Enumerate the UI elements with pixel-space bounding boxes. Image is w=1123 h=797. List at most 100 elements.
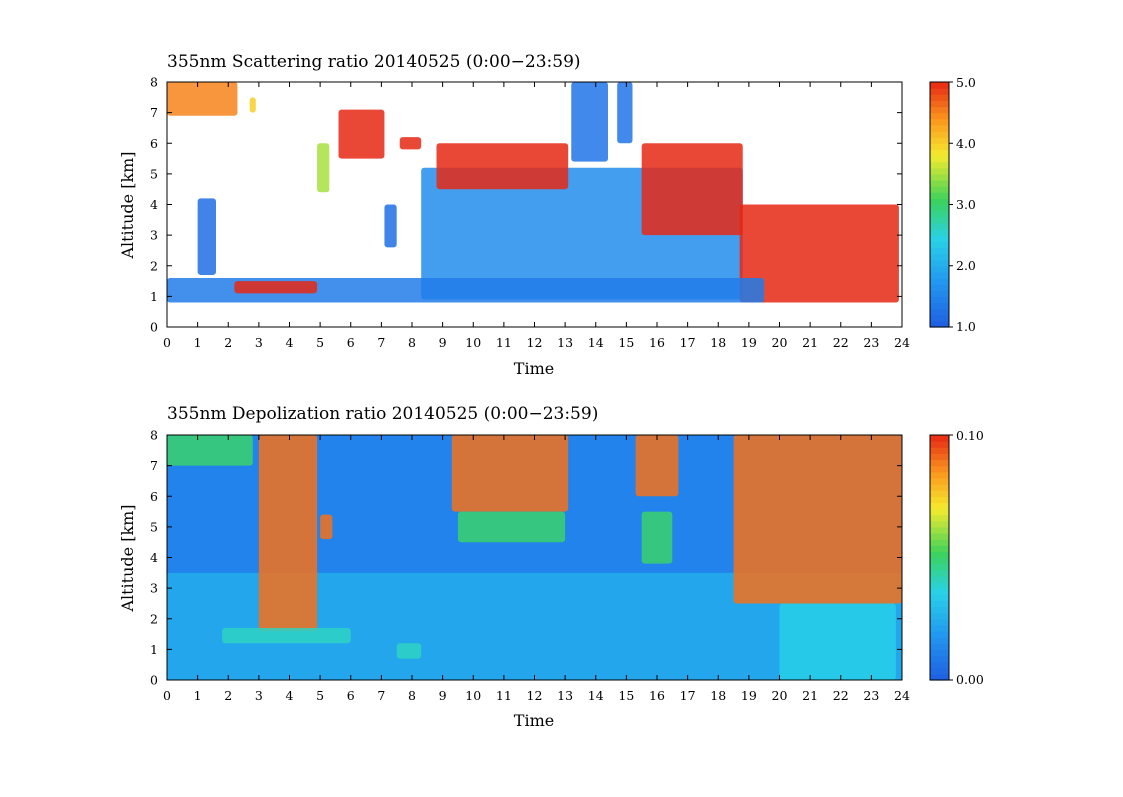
x-tick-label: 22 [833,688,849,703]
x-tick-label: 23 [863,688,879,703]
depolarization-feature-7 [451,435,569,512]
colorbar-band [930,88,949,95]
x-tick-label: 9 [439,688,447,703]
scattering-feature-2 [197,198,216,275]
colorbar-band [930,612,949,620]
x-tick-label: 18 [710,688,726,703]
x-tick-label: 15 [618,335,634,350]
colorbar-band [930,198,949,206]
scattering-feature-5 [338,109,385,159]
x-tick-label: 10 [465,335,481,350]
scattering-feature-7 [399,137,422,150]
colorbar-band [930,502,949,510]
scattering-y-axis-label: Altitude [km] [118,151,137,259]
x-tick-label: 24 [894,688,910,703]
depolarization-feature-10 [641,511,673,564]
colorbar-band [930,545,949,552]
x-tick-label: 10 [465,688,481,703]
colorbar-band [930,582,949,589]
x-tick-label: 0 [163,688,171,703]
colorbar-band [930,441,949,448]
colorbar-band [930,575,949,583]
depolarization-feature-3 [258,435,318,631]
depolarization-colorbar-label-min: 0.00 [956,672,984,687]
colorbar-band [930,180,949,187]
x-tick-label: 19 [741,688,757,703]
colorbar-band [930,637,949,644]
colorbar-band [930,278,949,285]
x-tick-label: 24 [894,335,910,350]
y-tick-label: 0 [150,320,158,335]
scattering-feature-10 [571,82,608,162]
colorbar-band [930,131,949,138]
colorbar-band [930,490,949,497]
colorbar-band [930,106,949,114]
colorbar-band [930,94,949,101]
colorbar-band [930,124,949,132]
colorbar-band [930,477,949,485]
x-tick-label: 4 [286,335,294,350]
colorbar-band [930,496,949,503]
x-tick-label: 8 [408,335,416,350]
depolarization-feature-4 [320,514,333,540]
y-tick-label: 0 [150,673,158,688]
x-tick-label: 16 [649,335,665,350]
depolarization-colorbar-frame [929,434,950,681]
x-tick-label: 21 [802,335,818,350]
x-tick-label: 7 [377,688,385,703]
colorbar-band [930,118,949,126]
scattering-feature-9 [436,143,569,190]
colorbar-band [930,435,949,442]
scattering-feature-4 [317,143,330,193]
scattering-chart-title: 355nm Scattering ratio 20140525 (0:00−23… [167,52,581,72]
x-tick-label: 6 [347,688,355,703]
y-tick-label: 8 [150,75,158,90]
colorbar-band [930,247,949,255]
x-tick-label: 9 [439,335,447,350]
scattering-colorbar-ticks [949,81,953,328]
x-tick-label: 14 [588,335,604,350]
depolarization-colorbar: 0.00 0.10 [929,428,984,687]
x-tick-label: 22 [833,335,849,350]
colorbar-band [930,557,949,565]
depolarization-plot-area [167,435,902,680]
depolarization-colorbar-label-max: 0.10 [956,428,984,443]
colorbar-band [930,484,949,491]
x-tick-label: 21 [802,688,818,703]
x-tick-label: 4 [286,688,294,703]
colorbar-band [930,192,949,199]
colorbar-band [930,655,949,663]
depolarization-feature-8 [457,511,566,543]
scattering-colorbar-label-4: 4.0 [956,136,976,151]
colorbar-band [930,210,949,218]
scattering-plot-area [167,82,899,303]
colorbar-band [930,624,949,632]
scattering-colorbar-label-1: 1.0 [956,319,976,334]
colorbar-band [930,526,949,534]
depolarization-feature-6 [396,643,422,659]
colorbar-band [930,308,949,316]
y-tick-label: 4 [150,550,158,565]
colorbar-band [930,606,949,614]
x-tick-label: 1 [194,688,202,703]
depolarization-feature-11 [733,435,902,604]
y-tick-label: 7 [150,458,158,473]
colorbar-band [930,539,949,546]
depolarization-colorbar-ticks [949,434,953,681]
colorbar-band [930,649,949,657]
scattering-feature-1 [167,82,238,116]
x-tick-label: 11 [496,688,512,703]
y-tick-label: 5 [150,519,158,534]
x-tick-label: 18 [710,335,726,350]
colorbar-band [930,284,949,291]
x-tick-label: 12 [527,335,543,350]
x-tick-label: 3 [255,335,263,350]
colorbar-band [930,100,949,108]
x-tick-label: 12 [527,688,543,703]
x-tick-label: 17 [680,688,696,703]
colorbar-band [930,667,949,675]
y-tick-label: 7 [150,105,158,120]
colorbar-band [930,149,949,157]
